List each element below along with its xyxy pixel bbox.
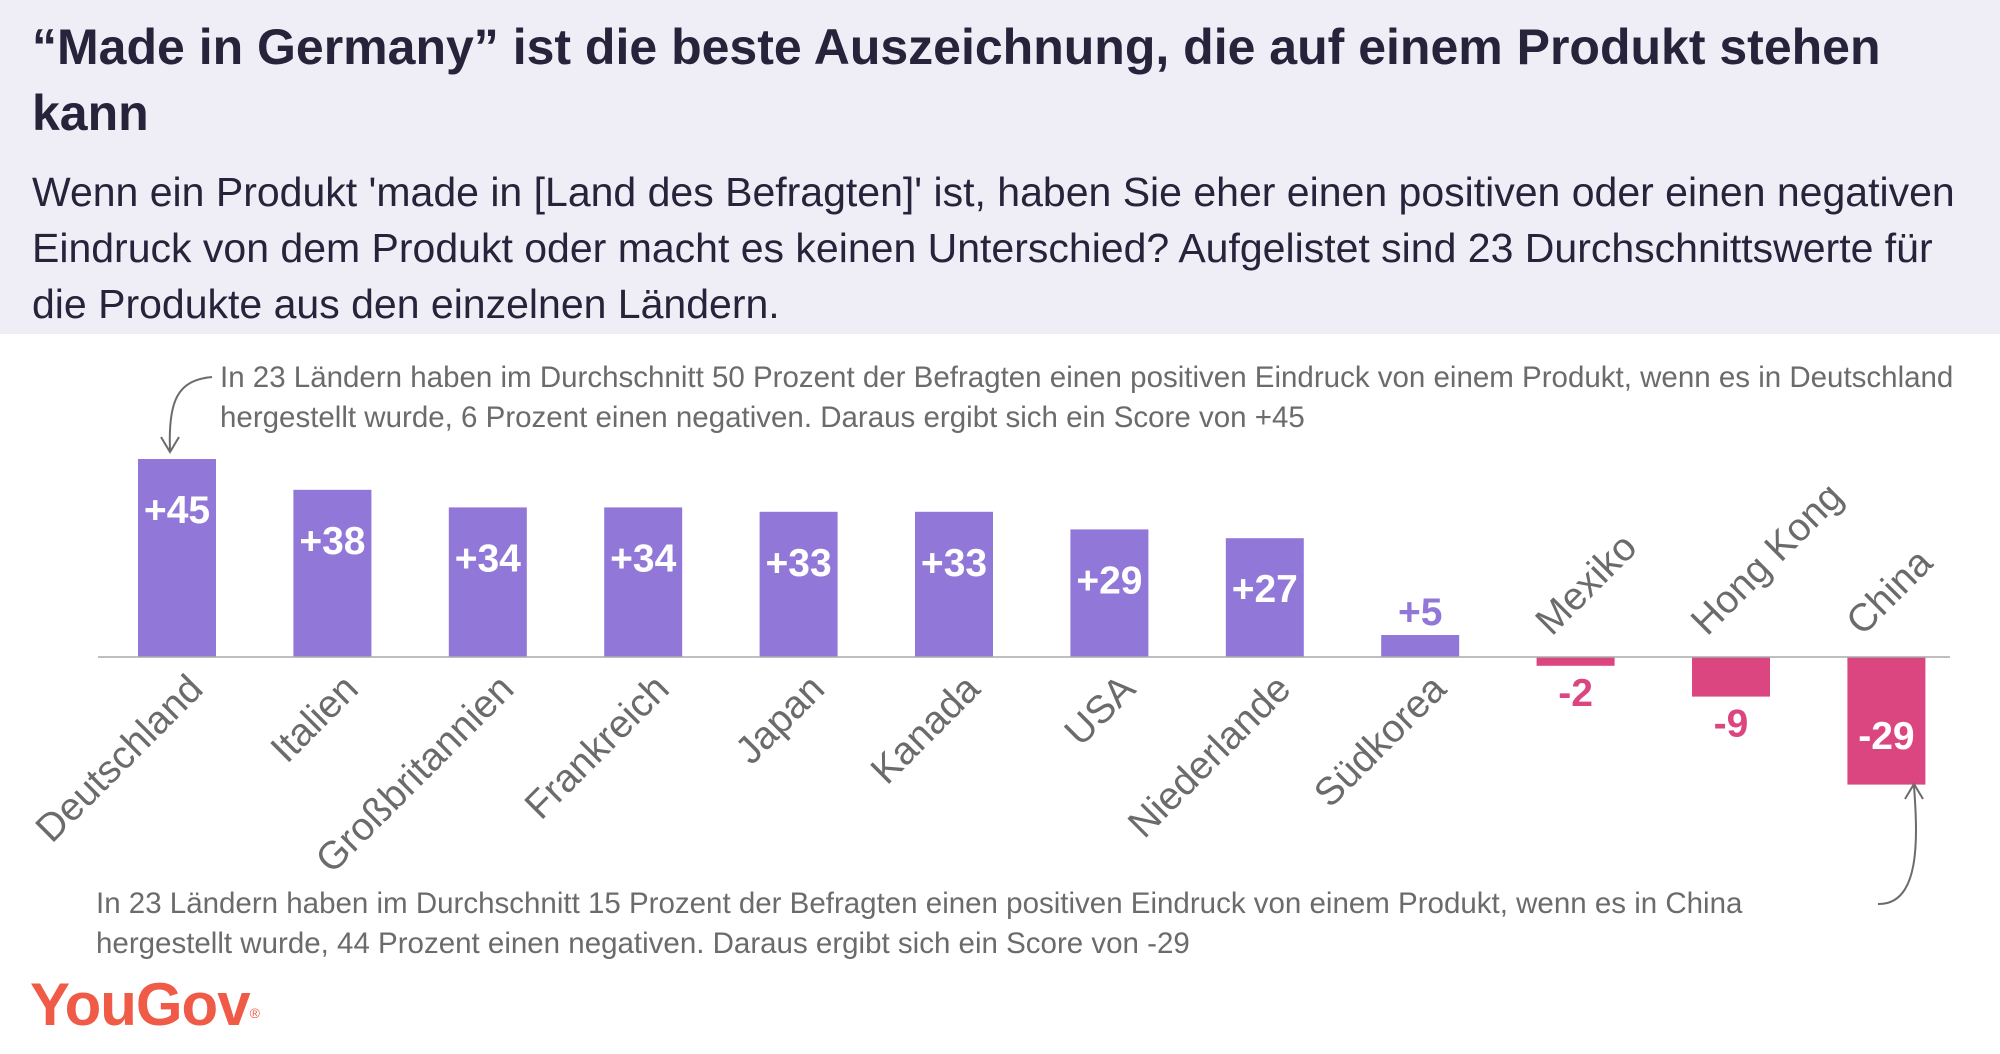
bar-3: [604, 507, 683, 657]
category-label-10: Hong Kong: [1683, 475, 1851, 643]
bar-chart: +45Deutschland+38Italien+34Großbritannie…: [28, 376, 1950, 906]
value-label-2: +34: [455, 537, 521, 580]
annotation-bottom: In 23 Ländern haben im Durchschnitt 15 P…: [96, 887, 1743, 960]
category-label-0: Deutschland: [28, 667, 212, 851]
category-label-1: Italien: [263, 667, 367, 771]
category-label-6: USA: [1057, 667, 1144, 754]
yougov-logo: YouGov®: [30, 970, 260, 1040]
value-label-8: +5: [1398, 591, 1442, 634]
annotation-arrow-top-head: [160, 436, 180, 454]
bar-0: [138, 459, 216, 657]
category-label-11: China: [1838, 541, 1941, 644]
bar-8: [1381, 635, 1460, 657]
bar-6: [1070, 529, 1149, 657]
chart-title: “Made in Germany” ist die beste Auszeich…: [32, 19, 1881, 141]
chart-subtitle: Wenn ein Produkt 'made in [Land des Befr…: [32, 169, 1955, 327]
bar-4: [759, 511, 838, 657]
value-label-3: +34: [610, 537, 676, 580]
bar-5: [915, 511, 993, 657]
bar-2: [448, 507, 527, 657]
category-label-5: Kanada: [863, 667, 989, 793]
annotation-arrow-bottom: [1877, 785, 1917, 906]
value-label-11: -29: [1858, 715, 1914, 758]
annotation-arrow-bottom-head: [1904, 782, 1924, 800]
category-label-9: Mexiko: [1528, 526, 1646, 644]
category-label-7: Niederlande: [1120, 667, 1299, 846]
bar-11: [1847, 657, 1926, 785]
value-label-6: +29: [1076, 559, 1142, 602]
value-label-1: +38: [299, 520, 365, 563]
value-label-9: -2: [1558, 672, 1593, 715]
logo-registered-mark: ®: [249, 1005, 260, 1021]
annotation-arrow-top: [168, 376, 213, 451]
category-label-3: Frankreich: [517, 667, 678, 828]
logo-text: YouGov: [30, 971, 251, 1038]
value-label-5: +33: [921, 542, 987, 585]
bar-1: [293, 489, 372, 657]
bars-layer: +45Deutschland+38Italien+34Großbritannie…: [28, 459, 1941, 881]
category-label-8: Südkorea: [1306, 667, 1455, 816]
value-label-4: +33: [766, 542, 832, 585]
annotation-top: In 23 Ländern haben im Durchschnitt 50 P…: [220, 361, 1954, 434]
bar-7: [1225, 538, 1304, 657]
category-label-4: Japan: [727, 667, 833, 773]
bar-9: [1536, 657, 1615, 666]
header-banner: “Made in Germany” ist die beste Auszeich…: [0, 0, 2000, 334]
value-label-7: +27: [1232, 568, 1298, 611]
value-label-0: +45: [144, 489, 210, 532]
bar-10: [1692, 657, 1770, 697]
value-label-10: -9: [1714, 703, 1749, 746]
